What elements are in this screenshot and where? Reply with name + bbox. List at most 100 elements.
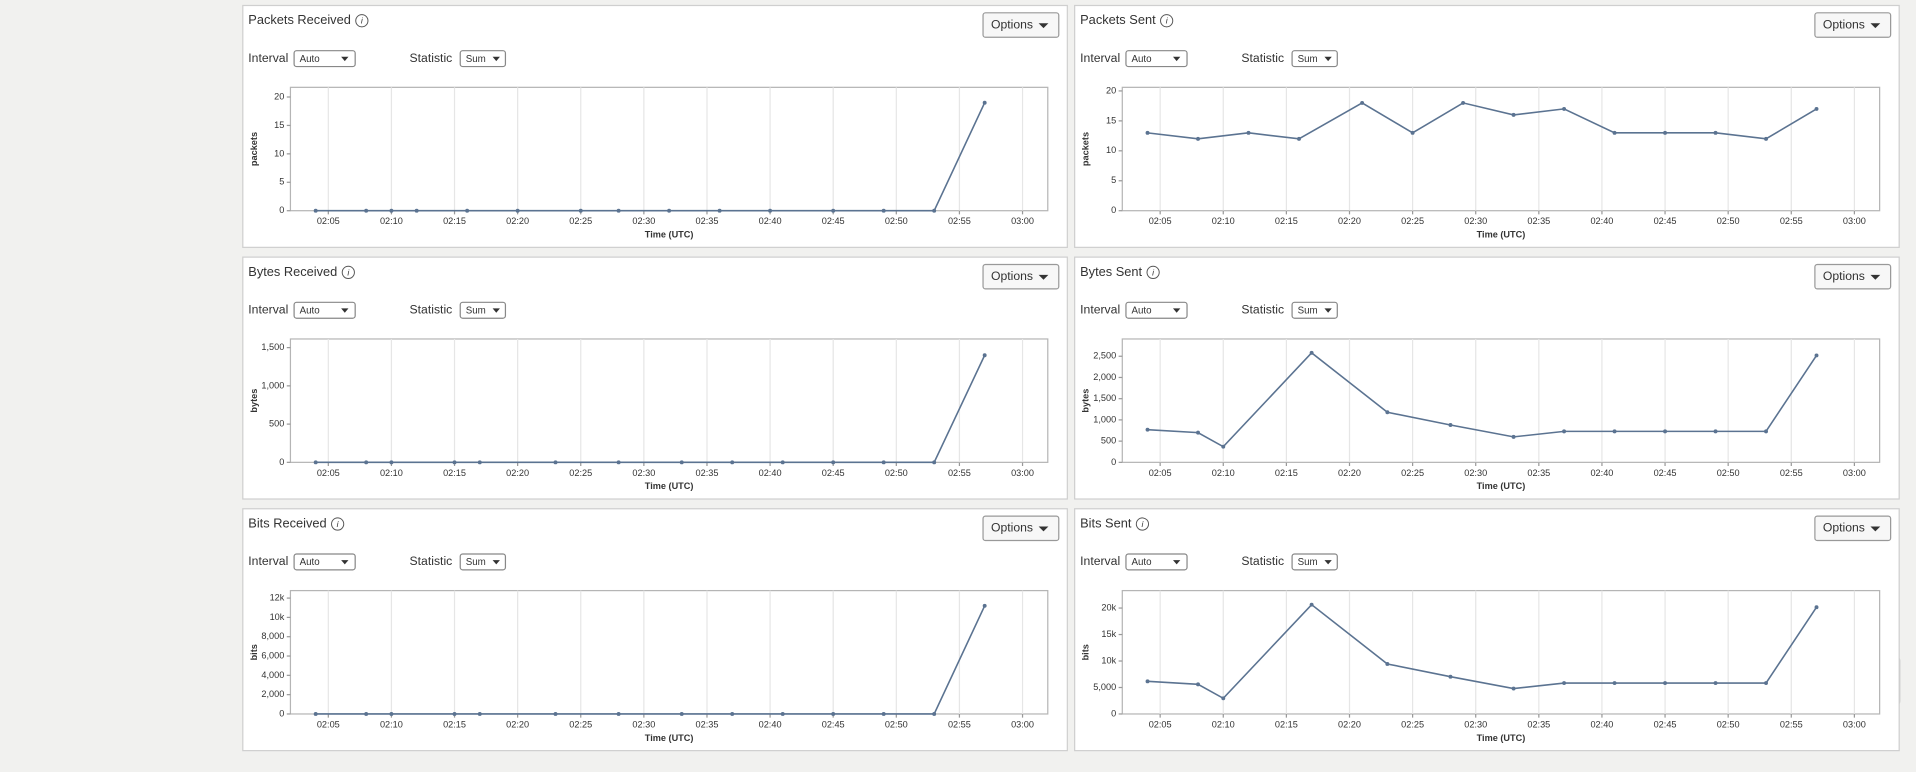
- options-button[interactable]: [1814, 515, 1892, 542]
- data-point: [364, 208, 369, 213]
- y-tick-label: 0: [279, 708, 284, 718]
- statistic-caret[interactable]: [492, 308, 500, 313]
- y-tick-label: 500: [1101, 436, 1116, 446]
- options-label[interactable]: Options: [991, 521, 1033, 535]
- statistic-select[interactable]: [459, 553, 507, 571]
- options-caret[interactable]: [1038, 526, 1049, 532]
- y-tick-label: 15k: [1101, 629, 1116, 639]
- info-icon[interactable]: [341, 265, 355, 279]
- statistic-select[interactable]: [459, 50, 507, 68]
- x-tick-label: 02:50: [885, 216, 908, 226]
- info-icon[interactable]: [1135, 517, 1150, 531]
- data-point: [1713, 681, 1718, 686]
- statistic-value[interactable]: Sum: [1298, 305, 1318, 316]
- options-caret[interactable]: [1870, 23, 1881, 29]
- data-point: [932, 712, 937, 716]
- statistic-caret[interactable]: [492, 560, 500, 565]
- data-point: [1713, 130, 1718, 135]
- statistic-label: Statistic: [410, 554, 453, 568]
- data-point: [1448, 674, 1453, 679]
- interval-select[interactable]: [293, 553, 356, 571]
- interval-select[interactable]: [293, 301, 356, 319]
- data-point: [1196, 682, 1200, 687]
- data-point: [1562, 106, 1567, 111]
- y-tick-label: 1,000: [261, 380, 284, 390]
- interval-caret[interactable]: [341, 560, 349, 565]
- interval-select[interactable]: [1125, 301, 1188, 319]
- x-axis-label: Time (UTC): [1477, 230, 1526, 240]
- options-label[interactable]: Options: [991, 17, 1033, 31]
- interval-value[interactable]: Auto: [300, 305, 321, 316]
- statistic-select[interactable]: [1291, 553, 1338, 571]
- panel: Packets Sent i Options Interval Auto Statisti…: [1074, 4, 1900, 248]
- y-axis-label: bits: [249, 644, 259, 660]
- info-icon[interactable]: [1146, 265, 1160, 279]
- statistic-caret[interactable]: [492, 56, 500, 62]
- data-point: [1612, 130, 1617, 135]
- interval-caret[interactable]: [1172, 56, 1181, 62]
- data-point: [679, 460, 684, 465]
- data-point: [1410, 130, 1415, 135]
- options-caret[interactable]: [1870, 274, 1881, 280]
- statistic-select[interactable]: [459, 301, 507, 319]
- statistic-caret[interactable]: [1324, 560, 1332, 565]
- x-tick-label: 02:35: [1527, 468, 1550, 478]
- options-button[interactable]: [982, 263, 1060, 290]
- panel-title: Bits Received: [248, 515, 326, 530]
- interval-value[interactable]: Auto: [1131, 557, 1152, 568]
- statistic-value[interactable]: Sum: [1298, 557, 1318, 568]
- interval-caret[interactable]: [341, 308, 349, 313]
- interval-select[interactable]: [1125, 553, 1188, 571]
- interval-value[interactable]: Auto: [300, 54, 321, 65]
- data-point: [414, 208, 419, 213]
- options-button[interactable]: [1814, 263, 1892, 290]
- interval-caret[interactable]: [1172, 308, 1181, 313]
- x-tick-label: 02:25: [1401, 216, 1424, 226]
- options-button[interactable]: [1814, 12, 1892, 38]
- statistic-label: Statistic: [410, 302, 453, 316]
- y-tick-label: 10k: [270, 612, 285, 622]
- x-tick-label: 02:05: [317, 468, 340, 478]
- interval-value[interactable]: Auto: [300, 557, 321, 568]
- info-icon-glyph: i: [1166, 16, 1169, 26]
- info-icon[interactable]: [1160, 14, 1174, 28]
- statistic-caret[interactable]: [1324, 308, 1332, 313]
- x-tick-label: 02:30: [632, 216, 655, 226]
- data-point: [1612, 681, 1617, 686]
- options-label[interactable]: Options: [991, 269, 1033, 283]
- options-caret[interactable]: [1038, 23, 1049, 29]
- y-tick-label: 2,000: [261, 689, 284, 699]
- options-label[interactable]: Options: [1823, 521, 1865, 535]
- interval-select[interactable]: [1125, 50, 1188, 68]
- statistic-value[interactable]: Sum: [466, 305, 486, 316]
- options-label[interactable]: Options: [1823, 269, 1865, 283]
- statistic-value[interactable]: Sum: [466, 54, 486, 65]
- statistic-value[interactable]: Sum: [466, 557, 486, 568]
- options-caret[interactable]: [1038, 274, 1049, 280]
- interval-value[interactable]: Auto: [1131, 54, 1152, 65]
- options-button[interactable]: [982, 515, 1060, 542]
- x-tick-label: 02:30: [632, 468, 655, 478]
- statistic-select[interactable]: [1291, 301, 1338, 319]
- data-point: [982, 603, 987, 608]
- x-tick-label: 02:20: [1338, 468, 1361, 478]
- interval-caret[interactable]: [1172, 560, 1181, 565]
- data-point: [1461, 100, 1466, 105]
- info-icon[interactable]: [355, 14, 369, 28]
- info-icon[interactable]: [331, 517, 345, 531]
- interval-value[interactable]: Auto: [1131, 305, 1152, 316]
- statistic-value[interactable]: Sum: [1298, 54, 1318, 65]
- interval-caret[interactable]: [341, 56, 349, 62]
- options-caret[interactable]: [1870, 526, 1881, 532]
- options-button[interactable]: [982, 12, 1060, 38]
- x-tick-label: 02:45: [1654, 468, 1677, 478]
- x-tick-label: 02:30: [632, 719, 655, 729]
- x-tick-label: 02:50: [885, 468, 908, 478]
- x-tick-label: 02:55: [948, 719, 971, 729]
- y-tick-label: 0: [1111, 457, 1116, 467]
- options-label[interactable]: Options: [1823, 17, 1865, 31]
- data-point: [982, 100, 987, 105]
- interval-select[interactable]: [293, 50, 356, 68]
- statistic-select[interactable]: [1291, 50, 1338, 68]
- statistic-caret[interactable]: [1324, 56, 1332, 62]
